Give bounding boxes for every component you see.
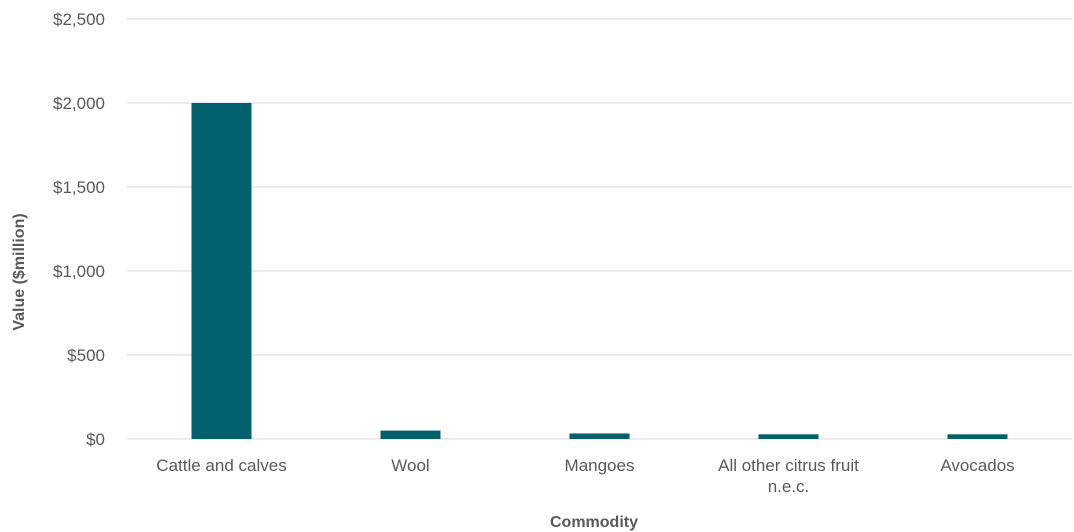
bar [947,434,1008,439]
y-axis-title: Value ($million) [11,213,28,330]
y-tick-label: $500 [67,346,105,365]
x-tick-label: Avocados [940,456,1014,475]
x-tick-label: Cattle and calves [156,456,286,475]
y-tick-label: $2,000 [53,94,105,113]
y-tick-label: $1,500 [53,178,105,197]
y-tick-label: $1,000 [53,262,105,281]
x-tick-label: All other citrus fruit n.e.c. [718,456,859,496]
x-tick-label: Mangoes [565,456,635,475]
bar [758,434,819,439]
bar [569,433,630,439]
bar [380,430,441,439]
y-tick-label: $2,500 [53,10,105,29]
bar [191,103,252,439]
x-axis-ticks: Cattle and calves Wool Mangoes All other ci… [156,456,1014,496]
y-tick-label: $0 [86,430,105,449]
x-axis-title: Commodity [550,514,638,531]
y-axis-ticks: $0 $500 $1,000 $1,500 $2,000 $2,500 [53,10,105,449]
gridlines [127,18,1072,440]
bars [191,103,1008,439]
x-tick-label: Wool [391,456,429,475]
